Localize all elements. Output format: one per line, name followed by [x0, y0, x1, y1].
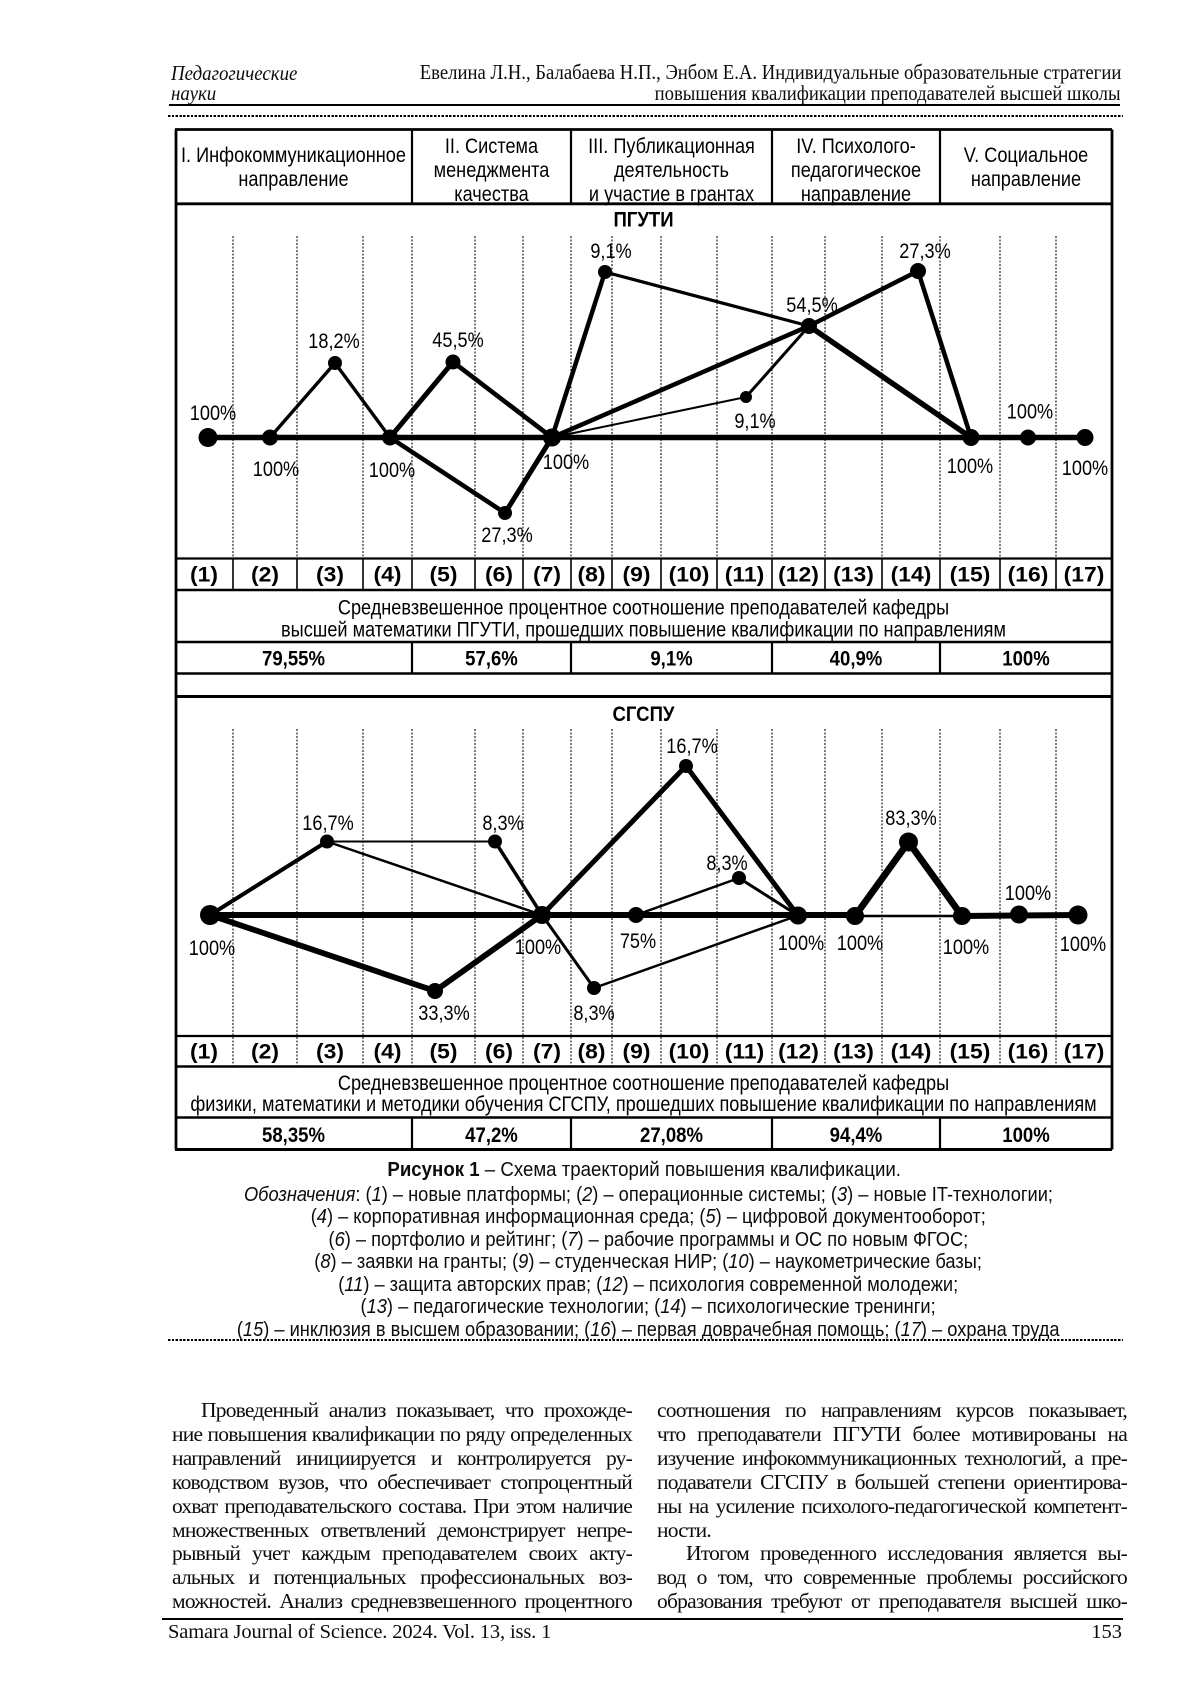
- svg-text:направление: направление: [238, 167, 348, 191]
- svg-text:V. Социальное: V. Социальное: [964, 143, 1089, 167]
- svg-text:и участие в грантах: и участие в грантах: [589, 182, 754, 206]
- svg-text:(12): (12): [778, 1041, 819, 1064]
- svg-text:(13): (13): [833, 564, 874, 587]
- svg-text:Средневзвешенное процентное со: Средневзвешенное процентное соотношение …: [338, 596, 949, 620]
- svg-text:100%: 100%: [837, 931, 883, 955]
- svg-text:47,2%: 47,2%: [465, 1123, 518, 1147]
- svg-text:(8): (8): [578, 1041, 606, 1064]
- svg-text:45,5%: 45,5%: [432, 328, 483, 352]
- svg-text:27,08%: 27,08%: [640, 1123, 703, 1147]
- svg-text:9,1%: 9,1%: [590, 239, 631, 263]
- svg-text:100%: 100%: [1002, 647, 1050, 671]
- svg-text:деятельность: деятельность: [614, 158, 729, 182]
- svg-text:100%: 100%: [190, 401, 236, 425]
- svg-text:(12): (12): [778, 564, 819, 587]
- svg-text:100%: 100%: [369, 458, 415, 482]
- svg-text:79,55%: 79,55%: [262, 647, 325, 671]
- svg-text:8,3%: 8,3%: [482, 811, 523, 835]
- svg-text:(11): (11): [725, 564, 764, 587]
- svg-text:8,3%: 8,3%: [573, 1001, 614, 1025]
- svg-text:100%: 100%: [943, 935, 989, 959]
- svg-text:(9): (9): [623, 1041, 651, 1064]
- svg-text:(16): (16): [1008, 1041, 1049, 1064]
- svg-text:100%: 100%: [1062, 456, 1108, 480]
- svg-text:27,3%: 27,3%: [899, 239, 950, 263]
- svg-text:ПГУТИ: ПГУТИ: [613, 207, 673, 232]
- svg-text:27,3%: 27,3%: [481, 523, 532, 547]
- svg-text:83,3%: 83,3%: [885, 806, 936, 830]
- svg-text:педагогическое: педагогическое: [791, 158, 921, 182]
- svg-text:направление: направление: [801, 182, 911, 206]
- svg-text:16,7%: 16,7%: [302, 811, 353, 835]
- svg-text:(16): (16): [1008, 564, 1049, 587]
- svg-text:высшей математики ПГУТИ, проше: высшей математики ПГУТИ, прошедших повыш…: [281, 618, 1006, 642]
- svg-text:(10): (10): [669, 1041, 710, 1064]
- svg-text:(6): (6): [485, 564, 513, 587]
- svg-text:(10): (10): [669, 564, 710, 587]
- svg-text:100%: 100%: [778, 931, 824, 955]
- svg-text:(5): (5): [430, 1041, 458, 1064]
- svg-text:9,1%: 9,1%: [734, 409, 775, 433]
- svg-text:III. Публикационная: III. Публикационная: [588, 134, 755, 158]
- svg-text:75%: 75%: [620, 929, 656, 953]
- svg-text:18,2%: 18,2%: [308, 329, 359, 353]
- svg-text:(7): (7): [533, 1041, 561, 1064]
- svg-text:Средневзвешенное процентное со: Средневзвешенное процентное соотношение …: [338, 1071, 949, 1095]
- svg-text:94,4%: 94,4%: [830, 1123, 883, 1147]
- svg-text:8,3%: 8,3%: [706, 851, 747, 875]
- svg-text:33,3%: 33,3%: [418, 1001, 469, 1025]
- svg-text:I. Инфокоммуникационное: I. Инфокоммуникационное: [181, 143, 406, 167]
- svg-text:менеджмента: менеджмента: [434, 158, 550, 182]
- svg-text:(7): (7): [533, 564, 561, 587]
- svg-text:16,7%: 16,7%: [666, 734, 717, 758]
- svg-text:(9): (9): [623, 564, 651, 587]
- svg-text:(1): (1): [190, 564, 218, 587]
- svg-text:100%: 100%: [947, 454, 993, 478]
- svg-text:(3): (3): [316, 1041, 344, 1064]
- svg-text:физики, математики и методики: физики, математики и методики обучения С…: [190, 1092, 1096, 1116]
- svg-text:100%: 100%: [515, 935, 561, 959]
- svg-text:(2): (2): [251, 1041, 279, 1064]
- svg-text:100%: 100%: [253, 457, 299, 481]
- svg-text:(8): (8): [578, 564, 606, 587]
- svg-text:58,35%: 58,35%: [262, 1123, 325, 1147]
- svg-text:(17): (17): [1064, 1041, 1105, 1064]
- svg-text:(14): (14): [891, 1041, 932, 1064]
- svg-text:40,9%: 40,9%: [830, 647, 883, 671]
- svg-text:II. Система: II. Система: [445, 134, 538, 158]
- svg-text:100%: 100%: [1005, 881, 1051, 905]
- svg-text:54,5%: 54,5%: [786, 293, 837, 317]
- svg-text:100%: 100%: [543, 450, 589, 474]
- svg-text:качества: качества: [454, 182, 529, 206]
- svg-text:(11): (11): [725, 1041, 764, 1064]
- svg-text:100%: 100%: [1060, 932, 1106, 956]
- svg-text:100%: 100%: [1002, 1123, 1050, 1147]
- svg-text:100%: 100%: [189, 936, 235, 960]
- svg-text:(15): (15): [950, 564, 991, 587]
- svg-text:(17): (17): [1064, 564, 1105, 587]
- svg-text:(14): (14): [891, 564, 932, 587]
- svg-text:(4): (4): [374, 1041, 402, 1064]
- svg-text:57,6%: 57,6%: [465, 647, 518, 671]
- svg-text:IV. Психолого-: IV. Психолого-: [796, 134, 916, 158]
- svg-text:СГСПУ: СГСПУ: [612, 701, 674, 726]
- svg-text:(6): (6): [485, 1041, 513, 1064]
- svg-text:(2): (2): [251, 564, 279, 587]
- svg-text:(4): (4): [374, 564, 402, 587]
- svg-text:(13): (13): [833, 1041, 874, 1064]
- svg-text:9,1%: 9,1%: [650, 647, 692, 671]
- svg-text:(3): (3): [316, 564, 344, 587]
- svg-text:(1): (1): [190, 1041, 218, 1064]
- svg-text:направление: направление: [971, 167, 1081, 191]
- svg-text:(15): (15): [950, 1041, 991, 1064]
- svg-text:100%: 100%: [1007, 400, 1053, 424]
- svg-text:(5): (5): [430, 564, 458, 587]
